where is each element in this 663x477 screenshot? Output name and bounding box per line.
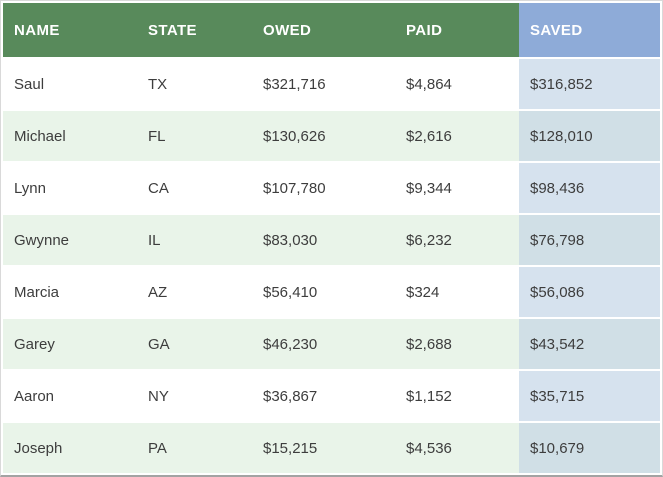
cell-paid: $9,344 bbox=[395, 161, 519, 213]
cell-state: GA bbox=[137, 317, 252, 369]
header-row: NAME STATE OWED PAID SAVED bbox=[3, 3, 660, 57]
table-row: Aaron NY $36,867 $1,152 $35,715 bbox=[3, 369, 660, 421]
cell-name: Lynn bbox=[3, 161, 137, 213]
column-header-paid: PAID bbox=[395, 3, 519, 57]
cell-owed: $321,716 bbox=[252, 57, 395, 109]
cell-saved: $10,679 bbox=[519, 421, 660, 473]
cell-name: Saul bbox=[3, 57, 137, 109]
cell-state: AZ bbox=[137, 265, 252, 317]
cell-state: NY bbox=[137, 369, 252, 421]
cell-state: TX bbox=[137, 57, 252, 109]
cell-saved: $98,436 bbox=[519, 161, 660, 213]
column-header-owed: OWED bbox=[252, 3, 395, 57]
cell-saved: $56,086 bbox=[519, 265, 660, 317]
cell-owed: $36,867 bbox=[252, 369, 395, 421]
table-row: Marcia AZ $56,410 $324 $56,086 bbox=[3, 265, 660, 317]
cell-state: FL bbox=[137, 109, 252, 161]
table-row: Lynn CA $107,780 $9,344 $98,436 bbox=[3, 161, 660, 213]
cell-name: Marcia bbox=[3, 265, 137, 317]
cell-name: Joseph bbox=[3, 421, 137, 473]
cell-owed: $15,215 bbox=[252, 421, 395, 473]
table-row: Garey GA $46,230 $2,688 $43,542 bbox=[3, 317, 660, 369]
cell-owed: $107,780 bbox=[252, 161, 395, 213]
table-row: Michael FL $130,626 $2,616 $128,010 bbox=[3, 109, 660, 161]
cell-saved: $76,798 bbox=[519, 213, 660, 265]
column-header-name: NAME bbox=[3, 3, 137, 57]
table-row: Joseph PA $15,215 $4,536 $10,679 bbox=[3, 421, 660, 473]
cell-name: Garey bbox=[3, 317, 137, 369]
cell-paid: $2,688 bbox=[395, 317, 519, 369]
column-header-state: STATE bbox=[137, 3, 252, 57]
cell-saved: $35,715 bbox=[519, 369, 660, 421]
cell-owed: $46,230 bbox=[252, 317, 395, 369]
data-table: NAME STATE OWED PAID SAVED Saul TX $321,… bbox=[3, 3, 660, 473]
cell-paid: $1,152 bbox=[395, 369, 519, 421]
cell-state: PA bbox=[137, 421, 252, 473]
cell-saved: $43,542 bbox=[519, 317, 660, 369]
cell-owed: $130,626 bbox=[252, 109, 395, 161]
cell-saved: $316,852 bbox=[519, 57, 660, 109]
cell-saved: $128,010 bbox=[519, 109, 660, 161]
cell-state: CA bbox=[137, 161, 252, 213]
cell-name: Michael bbox=[3, 109, 137, 161]
cell-paid: $4,536 bbox=[395, 421, 519, 473]
table-body: Saul TX $321,716 $4,864 $316,852 Michael… bbox=[3, 57, 660, 473]
cell-paid: $2,616 bbox=[395, 109, 519, 161]
table-row: Gwynne IL $83,030 $6,232 $76,798 bbox=[3, 213, 660, 265]
cell-paid: $324 bbox=[395, 265, 519, 317]
cell-name: Aaron bbox=[3, 369, 137, 421]
column-header-saved: SAVED bbox=[519, 3, 660, 57]
cell-owed: $83,030 bbox=[252, 213, 395, 265]
cell-paid: $4,864 bbox=[395, 57, 519, 109]
cell-name: Gwynne bbox=[3, 213, 137, 265]
table-row: Saul TX $321,716 $4,864 $316,852 bbox=[3, 57, 660, 109]
cell-state: IL bbox=[137, 213, 252, 265]
cell-owed: $56,410 bbox=[252, 265, 395, 317]
cell-paid: $6,232 bbox=[395, 213, 519, 265]
